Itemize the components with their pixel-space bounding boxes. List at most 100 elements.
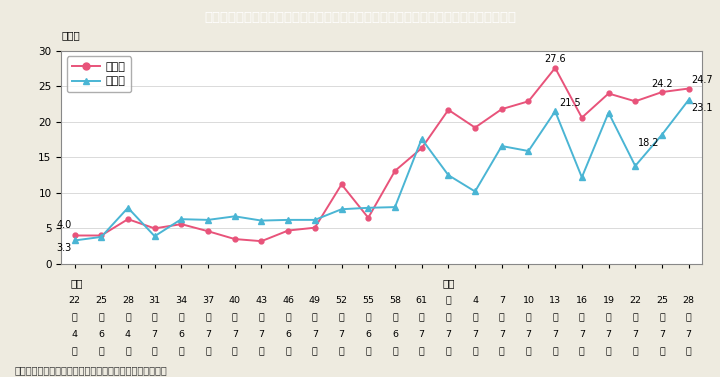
Text: 年: 年 [312,313,318,322]
Text: 年: 年 [365,313,371,322]
当選者 [631,164,639,168]
当選者 [177,217,186,221]
Text: 年: 年 [179,313,184,322]
Text: 25: 25 [656,296,668,305]
Text: 3.3: 3.3 [57,243,72,253]
当選者 [577,175,586,179]
候補者 [444,107,453,112]
Text: 昭和: 昭和 [71,278,84,288]
当選者 [657,132,666,137]
当選者 [604,110,613,115]
Text: 7: 7 [526,330,531,339]
Text: 年: 年 [99,313,104,322]
当選者 [310,218,319,222]
Text: 40: 40 [229,296,240,305]
Text: 55: 55 [362,296,374,305]
Text: 18.2: 18.2 [638,138,660,148]
Text: 7: 7 [552,330,558,339]
Text: 月: 月 [526,347,531,356]
Text: 23.1: 23.1 [691,103,713,113]
候補者 [684,86,693,91]
Text: 月: 月 [392,347,398,356]
Legend: 候補者, 当選者: 候補者, 当選者 [67,57,131,92]
Text: 年: 年 [125,313,131,322]
Text: 37: 37 [202,296,214,305]
当選者 [257,218,266,223]
Text: 6: 6 [285,330,291,339]
候補者 [284,228,292,233]
Text: 34: 34 [175,296,187,305]
当選者 [284,218,292,222]
Text: 月: 月 [685,347,691,356]
Text: 6: 6 [98,330,104,339]
Text: 7: 7 [579,330,585,339]
Text: 月: 月 [205,347,211,356]
当選者 [471,189,480,194]
当選者 [418,137,426,141]
Text: 年: 年 [205,313,211,322]
Text: 月: 月 [258,347,264,356]
当選者 [124,205,132,210]
Text: 6: 6 [179,330,184,339]
Text: 年: 年 [632,313,638,322]
候補者 [230,237,239,241]
Text: 月: 月 [338,347,344,356]
当選者 [337,207,346,211]
Text: （％）: （％） [61,30,80,40]
Line: 当選者: 当選者 [72,97,691,243]
当選者 [498,144,506,148]
Text: 24.7: 24.7 [691,75,713,85]
当選者 [551,109,559,113]
当選者 [444,173,453,178]
Text: 月: 月 [99,347,104,356]
Text: 月: 月 [499,347,505,356]
Text: 月: 月 [232,347,238,356]
Text: 25: 25 [95,296,107,305]
当選者 [524,149,533,153]
Text: 年: 年 [552,313,558,322]
Line: 候補者: 候補者 [72,66,691,244]
候補者 [471,125,480,130]
候補者 [257,239,266,244]
候補者 [657,90,666,94]
Text: 52: 52 [336,296,348,305]
Text: 46: 46 [282,296,294,305]
候補者 [418,146,426,150]
Text: 28: 28 [122,296,134,305]
候補者 [204,229,212,233]
Text: 年: 年 [526,313,531,322]
Text: 7: 7 [446,330,451,339]
候補者 [310,225,319,230]
Text: 月: 月 [552,347,558,356]
Text: 月: 月 [472,347,478,356]
Text: 7: 7 [232,330,238,339]
Text: 22: 22 [629,296,642,305]
当選者 [71,238,79,243]
Text: 7: 7 [659,330,665,339]
Text: 16: 16 [576,296,588,305]
Text: 4: 4 [472,296,478,305]
Text: 月: 月 [446,347,451,356]
Text: 58: 58 [389,296,401,305]
Text: 年: 年 [446,313,451,322]
Text: 7: 7 [472,330,478,339]
Text: 月: 月 [632,347,638,356]
Text: 43: 43 [256,296,268,305]
候補者 [364,216,372,220]
候補者 [337,182,346,187]
Text: 年: 年 [499,313,505,322]
Text: 31: 31 [148,296,161,305]
Text: 4: 4 [71,330,78,339]
Text: 年: 年 [472,313,478,322]
候補者 [124,217,132,221]
候補者 [577,115,586,120]
Text: 月: 月 [72,347,78,356]
Text: 4.0: 4.0 [57,220,72,230]
Text: 年: 年 [659,313,665,322]
Text: 7: 7 [632,330,638,339]
当選者 [204,218,212,222]
Text: 7: 7 [312,330,318,339]
Text: 年: 年 [338,313,344,322]
当選者 [391,205,400,209]
Text: 27.6: 27.6 [544,54,566,64]
